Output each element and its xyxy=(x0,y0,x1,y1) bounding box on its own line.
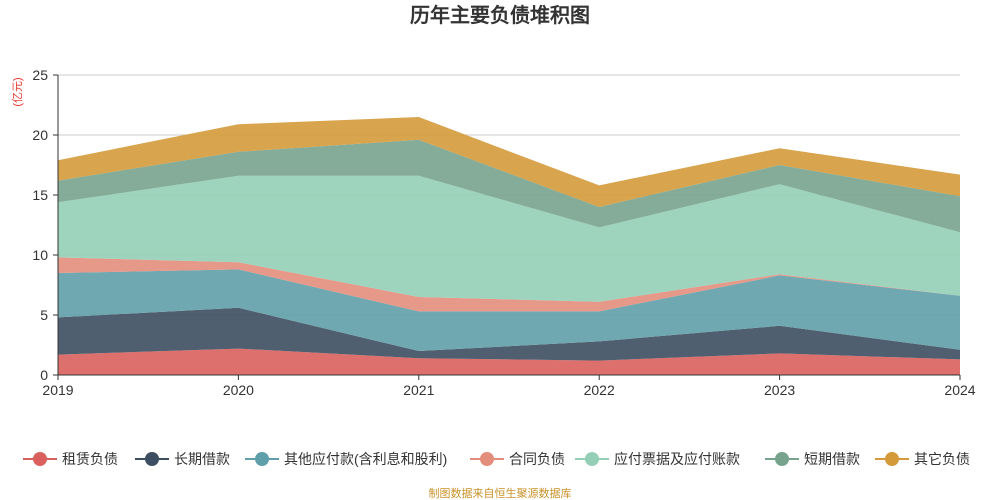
x-tick-label: 2024 xyxy=(944,382,975,398)
legend-marker xyxy=(585,452,599,466)
data-source-note: 制图数据来自恒生聚源数据库 xyxy=(429,486,572,500)
y-tick-label: 10 xyxy=(32,247,48,263)
y-tick-label: 15 xyxy=(32,187,48,203)
chart-title: 历年主要负债堆积图 xyxy=(410,3,590,27)
x-tick-label: 2019 xyxy=(42,382,73,398)
legend-marker xyxy=(480,452,494,466)
legend-marker xyxy=(255,452,269,466)
legend-item-7: 其它负债 xyxy=(875,451,970,467)
axes: 0 5 10 15 20 25 2019 2020 2021 2022 2023 2024 xyxy=(32,67,975,398)
legend-marker xyxy=(775,452,789,466)
y-tick-label: 25 xyxy=(32,67,48,83)
legend-item-5: 应付票据及应付账款 xyxy=(575,451,740,467)
x-tick-label: 2022 xyxy=(584,382,615,398)
area-series-6 xyxy=(58,139,960,233)
y-tick-label: 20 xyxy=(32,127,48,143)
legend: 租赁负债 长期借款 其他应付款(含利息和股利) 合同负债 应付票据及应付账款 短期借款 其它… xyxy=(23,451,970,467)
area-series-1 xyxy=(58,348,960,375)
legend-item-2: 长期借款 xyxy=(135,451,230,467)
area-series-5 xyxy=(58,175,960,302)
legend-marker xyxy=(145,452,159,466)
legend-label: 租赁负债 xyxy=(62,451,118,467)
legend-label: 合同负债 xyxy=(509,451,565,467)
legend-item-6: 短期借款 xyxy=(765,451,860,467)
area-series-7 xyxy=(58,117,960,207)
area-series-2 xyxy=(58,307,960,361)
legend-marker xyxy=(885,452,899,466)
y-axis-unit-label: (亿元) xyxy=(11,77,24,106)
area-series-3 xyxy=(58,269,960,351)
legend-marker xyxy=(33,452,47,466)
x-tick-label: 2021 xyxy=(403,382,434,398)
legend-label: 应付票据及应付账款 xyxy=(614,451,740,467)
legend-label: 短期借款 xyxy=(804,451,860,467)
y-tick-label: 5 xyxy=(40,307,48,323)
x-tick-label: 2023 xyxy=(764,382,795,398)
x-tick-label: 2020 xyxy=(223,382,254,398)
legend-item-3: 其他应付款(含利息和股利) xyxy=(245,451,447,467)
legend-label: 长期借款 xyxy=(174,451,230,467)
legend-label: 其它负债 xyxy=(914,451,970,467)
legend-item-4: 合同负债 xyxy=(470,451,565,467)
area-series-group xyxy=(58,117,960,375)
legend-label: 其他应付款(含利息和股利) xyxy=(284,451,447,467)
y-tick-label: 0 xyxy=(40,367,48,383)
legend-item-1: 租赁负债 xyxy=(23,451,118,467)
area-series-4 xyxy=(58,257,960,312)
